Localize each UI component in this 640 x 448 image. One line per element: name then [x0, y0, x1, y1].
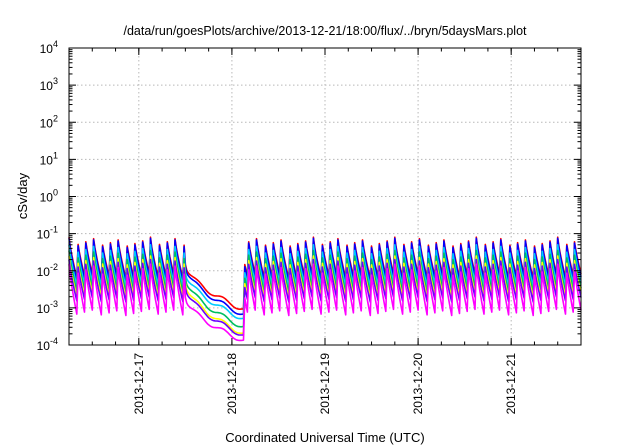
x-tick-label: 2013-12-17 [132, 353, 146, 415]
x-tick-label: 2013-12-20 [411, 353, 425, 415]
x-axis-label: Coordinated Universal Time (UTC) [225, 430, 424, 445]
y-axis-label: cSv/day [15, 172, 30, 219]
y-tick-label: 10-1 [37, 225, 58, 242]
y-tick-label: 10-4 [37, 336, 58, 353]
series-group [68, 236, 582, 342]
x-tick-label: 2013-12-19 [318, 353, 332, 415]
series-line [68, 237, 582, 316]
grid [69, 48, 581, 345]
y-tick-label: 102 [40, 113, 58, 130]
y-tick-label: 101 [40, 150, 58, 167]
series-line [68, 258, 582, 336]
y-tick-label: 10-3 [37, 299, 58, 316]
series-line [68, 249, 582, 328]
chart-title: /data/run/goesPlots/archive/2013-12-21/1… [123, 24, 527, 38]
series-line [68, 263, 582, 342]
y-tick-label: 104 [40, 39, 58, 56]
x-axis: 2013-12-17 2013-12-18 2013-12-19 2013-12-20… [68, 48, 582, 415]
x-tick-label: 2013-12-18 [225, 353, 239, 415]
series-line [68, 244, 582, 320]
y-axis: 104 103 102 101 100 10-1 10-2 10-3 10-4 [37, 39, 581, 353]
y-tick-label: 10-2 [37, 262, 58, 279]
y-tick-label: 103 [40, 76, 58, 93]
x-tick-label: 2013-12-21 [504, 353, 518, 415]
y-tick-label: 100 [40, 188, 58, 205]
